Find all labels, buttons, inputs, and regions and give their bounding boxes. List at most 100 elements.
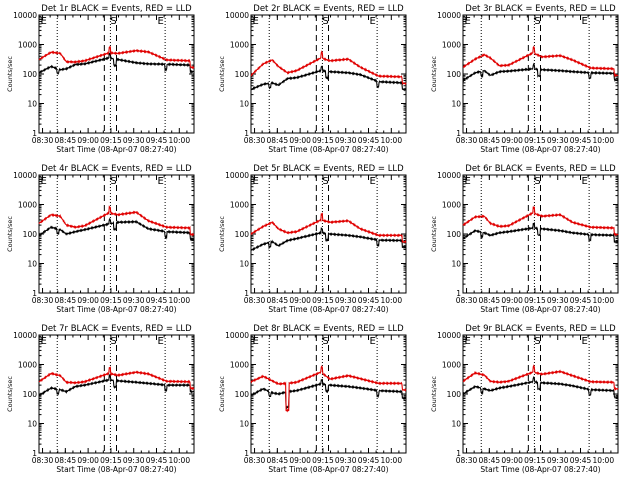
y-tick-label: 100 — [235, 390, 250, 399]
x-tick-label: 09:15 — [312, 136, 334, 145]
x-tick-label: 09:30 — [547, 296, 569, 305]
marker-e: E — [582, 16, 588, 27]
marker-e: E — [158, 16, 164, 27]
x-tick-label: 10:00 — [168, 296, 190, 305]
x-tick-label: 09:15 — [524, 296, 546, 305]
x-tick-label: 10:00 — [592, 456, 614, 465]
y-tick-label: 10 — [239, 420, 249, 429]
x-tick-label: 10:00 — [168, 456, 190, 465]
marker-e: E — [41, 176, 47, 187]
marker-s: S — [534, 176, 540, 187]
lld-series-line — [462, 45, 619, 78]
y-tick-label: 10000 — [437, 171, 461, 180]
chart-title: Det 2r BLACK = Events, RED = LLD — [253, 4, 404, 14]
x-tick-label: 09:30 — [335, 456, 357, 465]
marker-e: E — [582, 176, 588, 187]
x-tick-label: 08:30 — [32, 136, 54, 145]
x-axis-label: Start Time (08-Apr-07 08:27:40) — [56, 465, 176, 474]
y-axis-label: Counts/sec — [218, 376, 226, 412]
events-series-line — [38, 217, 195, 242]
x-axis-label: Start Time (08-Apr-07 08:27:40) — [56, 145, 176, 154]
marker-s: S — [322, 16, 328, 27]
y-tick-label: 1 — [32, 449, 37, 458]
x-tick-label: 09:00 — [289, 456, 311, 465]
y-tick-label: 100 — [235, 70, 250, 79]
y-tick-label: 1000 — [442, 41, 461, 50]
marker-e: E — [465, 336, 471, 347]
x-tick-label: 09:00 — [77, 296, 99, 305]
x-tick-label: 08:30 — [244, 136, 266, 145]
chart-panel-9: Det 9r BLACK = Events, RED = LLD 1 10 100 10… — [430, 324, 619, 474]
x-tick-label: 08:30 — [456, 136, 478, 145]
y-axis-label: Counts/sec — [218, 56, 226, 92]
y-tick-label: 100 — [23, 70, 38, 79]
marker-e: E — [582, 336, 588, 347]
events-series-line — [38, 373, 195, 397]
marker-s: S — [110, 336, 116, 347]
x-tick-label: 09:45 — [570, 136, 592, 145]
x-tick-label: 09:15 — [312, 456, 334, 465]
y-tick-label: 1 — [32, 289, 37, 298]
marker-e: E — [370, 336, 376, 347]
lld-series-line — [462, 206, 619, 237]
y-tick-label: 1 — [32, 129, 37, 138]
events-series-line — [462, 221, 619, 244]
y-tick-label: 10000 — [437, 11, 461, 20]
y-tick-label: 10 — [27, 420, 37, 429]
y-tick-label: 1 — [456, 129, 461, 138]
x-tick-label: 09:15 — [312, 296, 334, 305]
y-tick-label: 100 — [235, 230, 250, 239]
chart-panel-5: Det 5r BLACK = Events, RED = LLD 1 10 100 10… — [218, 164, 407, 314]
marker-e: E — [253, 336, 259, 347]
x-axis-label: Start Time (08-Apr-07 08:27:40) — [56, 305, 176, 314]
y-tick-label: 10 — [239, 100, 249, 109]
lld-series-line — [38, 205, 195, 237]
x-tick-label: 09:00 — [77, 136, 99, 145]
x-tick-label: 08:30 — [32, 456, 54, 465]
marker-s: S — [322, 336, 328, 347]
marker-e: E — [370, 176, 376, 187]
events-series-line — [250, 378, 407, 410]
x-tick-label: 08:45 — [267, 136, 289, 145]
x-tick-label: 09:30 — [547, 136, 569, 145]
y-tick-label: 1000 — [230, 41, 249, 50]
x-tick-label: 08:45 — [479, 456, 501, 465]
marker-e: E — [253, 16, 259, 27]
marker-s: S — [110, 176, 116, 187]
events-series-line — [250, 65, 407, 92]
y-tick-label: 100 — [447, 230, 462, 239]
marker-e: E — [158, 336, 164, 347]
events-series-line — [250, 227, 407, 252]
y-tick-label: 10 — [239, 260, 249, 269]
x-tick-label: 09:00 — [501, 296, 523, 305]
x-tick-label: 08:45 — [479, 296, 501, 305]
x-tick-label: 10:00 — [168, 136, 190, 145]
x-tick-label: 08:45 — [55, 296, 77, 305]
lld-series-line — [250, 365, 407, 413]
x-tick-label: 09:00 — [289, 296, 311, 305]
chart-panel-3: Det 3r BLACK = Events, RED = LLD 1 10 100 10… — [430, 4, 619, 154]
y-tick-label: 1000 — [18, 201, 37, 210]
x-axis-label: Start Time (08-Apr-07 08:27:40) — [268, 305, 388, 314]
y-tick-label: 1000 — [230, 361, 249, 370]
y-axis-label: Counts/sec — [6, 376, 14, 412]
x-tick-label: 10:00 — [380, 296, 402, 305]
y-tick-label: 10 — [451, 260, 461, 269]
x-tick-label: 09:30 — [335, 296, 357, 305]
y-tick-label: 10 — [27, 100, 37, 109]
x-tick-label: 09:30 — [547, 456, 569, 465]
x-axis-label: Start Time (08-Apr-07 08:27:40) — [268, 465, 388, 474]
y-tick-label: 1 — [244, 449, 249, 458]
y-tick-label: 10000 — [437, 331, 461, 340]
marker-s: S — [534, 16, 540, 27]
x-axis-label: Start Time (08-Apr-07 08:27:40) — [480, 305, 600, 314]
x-tick-label: 09:45 — [358, 136, 380, 145]
y-tick-label: 10000 — [225, 11, 249, 20]
x-tick-label: 09:30 — [335, 136, 357, 145]
lld-series-line — [462, 364, 619, 391]
y-tick-label: 100 — [447, 70, 462, 79]
marker-s: S — [110, 16, 116, 27]
x-tick-label: 09:15 — [100, 136, 122, 145]
x-tick-label: 10:00 — [592, 136, 614, 145]
x-tick-label: 09:30 — [123, 136, 145, 145]
